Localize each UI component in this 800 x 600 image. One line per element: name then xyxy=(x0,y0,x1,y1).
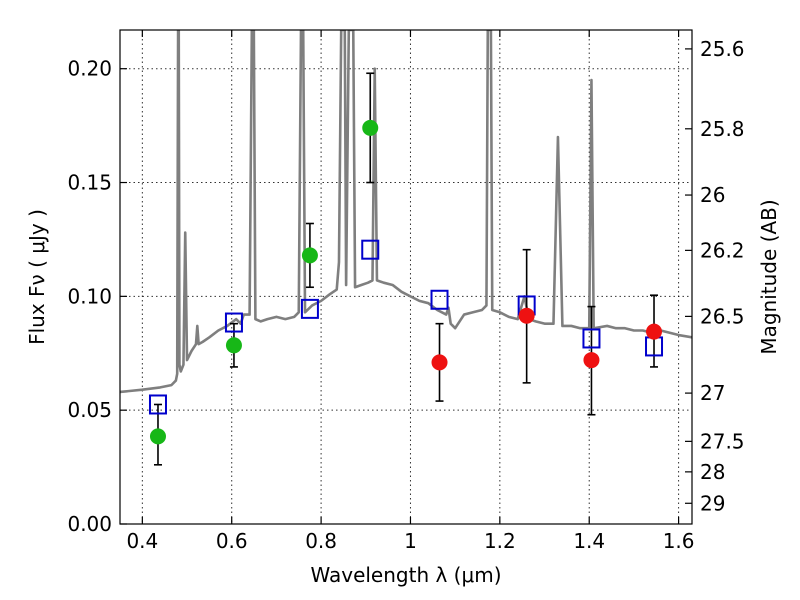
y2-tick-label: 25.8 xyxy=(700,117,745,141)
y2-tick-label: 26.5 xyxy=(700,304,745,328)
green-data-point xyxy=(301,247,318,264)
x-tick-label: 1.6 xyxy=(663,529,695,553)
y2-tick-label: 27 xyxy=(700,381,725,405)
plot-background xyxy=(120,30,692,524)
green-data-point xyxy=(362,119,379,136)
x-tick-label: 1.4 xyxy=(573,529,605,553)
grid xyxy=(120,30,692,524)
y-tick-label: 0.10 xyxy=(67,284,112,308)
model-box xyxy=(582,328,601,349)
y2-tick-label: 28 xyxy=(700,460,725,484)
green-data-point xyxy=(225,337,242,354)
y-tick-label: 0.20 xyxy=(67,57,112,81)
y-tick-label: 0.05 xyxy=(67,398,112,422)
y-tick-label: 0.00 xyxy=(67,512,112,536)
model-box xyxy=(430,289,449,310)
spectrum xyxy=(120,30,692,394)
plot-frame xyxy=(119,29,693,525)
model-box xyxy=(300,298,319,319)
x-ticks: 0.4 0.6 0.8 1 1.2 1.4 1.6 xyxy=(126,30,695,553)
y-tick-label: 0.15 xyxy=(67,171,112,195)
red-data-point xyxy=(518,307,535,324)
red-data-point xyxy=(646,323,663,340)
model-box xyxy=(148,394,167,415)
x-tick-label: 0.8 xyxy=(305,529,337,553)
y2-tick-label: 29 xyxy=(700,491,725,515)
x-tick-label: 0.6 xyxy=(216,529,248,553)
x-tick-label: 1.2 xyxy=(484,529,516,553)
y2-axis-label: Magnitude (AB) xyxy=(757,199,781,354)
model-box xyxy=(361,239,380,260)
y2-ticks: 25.6 25.8 26 26.2 26.5 27 27.5 28 29 xyxy=(685,37,745,515)
spectrum-line xyxy=(120,30,692,394)
green-data-point xyxy=(149,428,166,445)
x-axis-label: Wavelength λ (μm) xyxy=(310,563,501,587)
y2-tick-label: 27.5 xyxy=(700,429,745,453)
y2-tick-label: 25.6 xyxy=(700,37,745,61)
red-data-point xyxy=(583,352,600,369)
x-tick-label: 1 xyxy=(404,529,417,553)
y2-tick-label: 26 xyxy=(700,183,725,207)
observed-points xyxy=(149,119,663,445)
x-tick-label: 0.4 xyxy=(126,529,158,553)
y2-tick-label: 26.2 xyxy=(700,238,745,262)
y-ticks: 0.00 0.05 0.10 0.15 0.20 xyxy=(67,57,127,536)
red-data-point xyxy=(431,354,448,371)
y-axis-label: Flux Fν ( μJy ) xyxy=(25,209,49,345)
model-box xyxy=(224,312,243,333)
